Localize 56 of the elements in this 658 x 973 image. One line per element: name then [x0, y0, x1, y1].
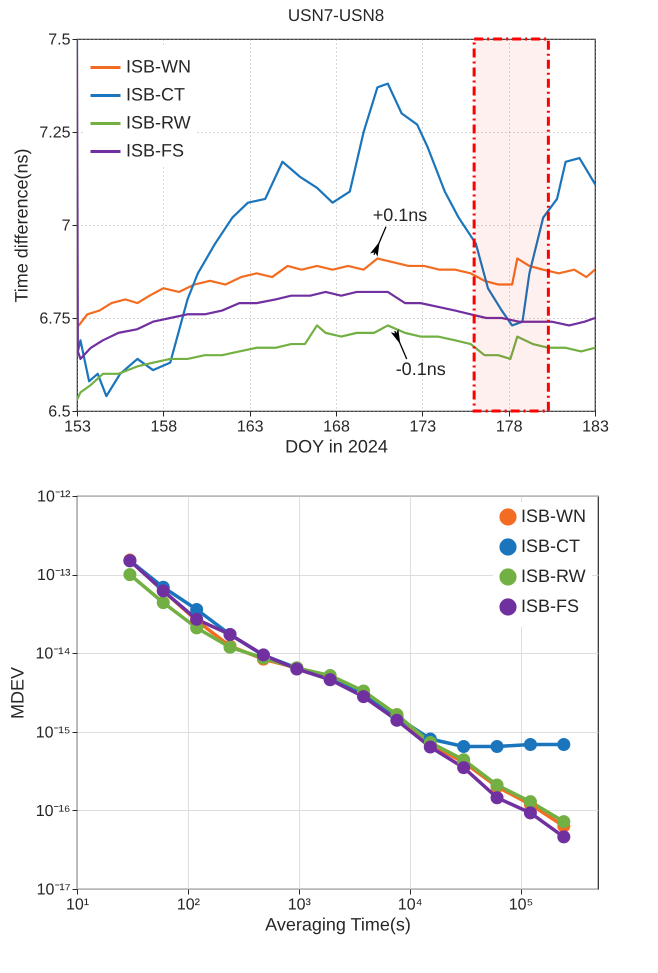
legend-label: ISB-CT: [126, 84, 186, 104]
point: [557, 738, 570, 751]
y-tick-label: 7.25: [39, 124, 71, 142]
y-tick-label: 7.5: [48, 32, 71, 48]
y-tick-label: 10⁻¹⁴: [36, 646, 71, 663]
y-axis-title: Time difference(ns): [11, 148, 32, 303]
point: [524, 795, 537, 808]
point: [357, 690, 370, 704]
legend-label: ISB-FS: [521, 596, 580, 616]
point: [390, 714, 404, 727]
y-tick-label: 10⁻¹³: [37, 567, 72, 584]
y-axis-title: MDEV: [8, 666, 28, 720]
point: [490, 791, 504, 804]
point: [457, 740, 470, 754]
line-series: [77, 82, 595, 398]
x-tick-label: 173: [409, 418, 436, 436]
line-series: [78, 257, 595, 327]
point: [557, 830, 570, 844]
y-tick-label: 6.5: [48, 404, 71, 420]
point: [557, 815, 570, 828]
x-tick-label: 10¹: [66, 896, 90, 914]
point: [457, 761, 470, 774]
point: [490, 740, 504, 754]
x-axis-title: Averaging Time(s): [265, 914, 411, 934]
point: [156, 596, 170, 610]
x-tick-label: 10⁵: [508, 896, 534, 914]
legend-label: ISB-FS: [126, 140, 184, 160]
y-tick-label: 10⁻¹⁵: [36, 724, 70, 742]
y-tick-label: 6.75: [39, 310, 71, 328]
x-tick-label: 10³: [288, 896, 312, 914]
x-tick-label: 178: [496, 418, 523, 436]
legend-label: ISB-RW: [126, 112, 191, 132]
x-tick-label: 10²: [176, 896, 201, 914]
point: [123, 568, 136, 582]
x-tick-label: 163: [236, 418, 264, 436]
legend-label: ISB-WN: [521, 506, 586, 526]
annotation: -0.1ns: [396, 359, 446, 380]
line-series: [77, 324, 595, 401]
x-axis-title: DOY in 2024: [285, 436, 388, 456]
x-tick-label: 183: [582, 418, 609, 436]
legend-label: ISB-RW: [521, 566, 586, 586]
y-tick-label: 10⁻¹⁶: [36, 802, 70, 820]
point: [524, 806, 537, 820]
annotation: +0.1ns: [372, 204, 428, 225]
legend-label: ISB-WN: [126, 56, 191, 76]
y-tick-label: 10⁻¹⁷: [36, 882, 71, 898]
y-tick-label: 7: [62, 218, 71, 234]
point: [524, 738, 537, 751]
legend-label: ISB-CT: [521, 536, 580, 556]
x-tick-label: 168: [323, 418, 350, 436]
x-tick-label: 158: [150, 418, 178, 436]
x-tick-label: 153: [64, 418, 91, 436]
x-tick-label: 10⁴: [398, 896, 423, 914]
y-tick-label: 10⁻¹²: [37, 488, 72, 506]
chart-title: USN7-USN8: [288, 6, 384, 25]
point: [424, 740, 437, 754]
